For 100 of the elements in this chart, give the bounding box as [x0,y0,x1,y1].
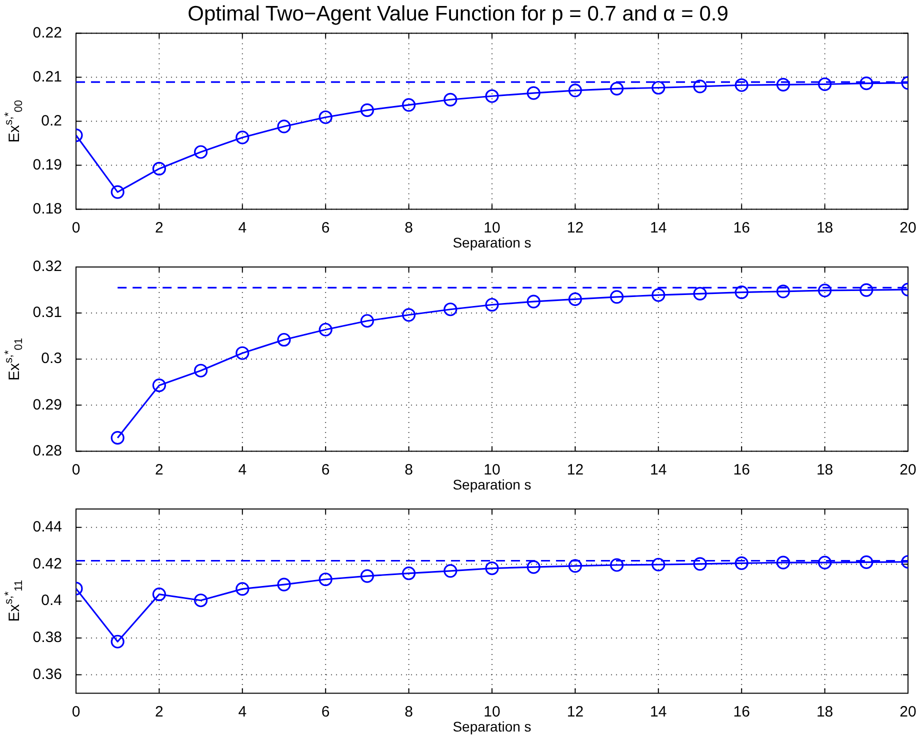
point [568,292,582,306]
point [610,82,624,96]
y-tick-label: 0.4 [41,592,62,610]
point [652,80,666,95]
y-tick-label: 0.36 [32,666,62,683]
x-tick-label: 14 [650,703,667,720]
point [152,162,166,176]
y-tick-label: 0.38 [32,629,62,646]
y-tick-label: 0.29 [32,396,62,414]
x-tick-label: 0 [72,461,80,478]
point [318,572,332,586]
x-tick-label: 2 [155,461,164,478]
x-axis-title: Separation s [452,718,532,734]
x-tick-label: 4 [238,461,247,478]
x-tick-label: 12 [566,219,584,236]
point [444,302,458,316]
point [776,78,790,92]
x-tick-label: 20 [900,219,916,236]
point [194,364,208,378]
x-tick-label: 2 [155,219,164,236]
x-tick-label: 18 [816,219,834,236]
x-axis-title: Separation s [452,476,532,492]
point [818,284,832,298]
point [526,560,540,574]
point [610,290,624,304]
point [236,346,250,360]
x-tick-label: 16 [733,219,750,236]
y-tick-label: 0.22 [32,24,62,42]
x-tick-label: 20 [900,703,916,720]
point [194,594,208,608]
point [277,578,291,592]
point [194,145,208,159]
point [444,92,458,106]
x-tick-label: 14 [650,461,667,478]
point [860,283,874,297]
x-tick-label: 0 [72,703,80,720]
point [734,78,748,92]
point [236,582,250,596]
point [734,556,748,570]
y-tick-label: 0.28 [32,442,62,460]
point [402,308,416,322]
point [860,555,874,570]
point [693,286,707,301]
point [860,76,874,90]
point [318,322,332,336]
point [776,284,790,298]
x-tick-label: 18 [816,461,834,478]
x-tick-label: 8 [404,703,413,720]
y-tick-label: 0.42 [32,555,62,572]
x-tick-label: 12 [566,461,584,478]
point [360,569,374,583]
x-tick-label: 4 [238,703,247,720]
point [568,84,582,98]
point [485,562,499,576]
y-tick-label: 0.3 [41,350,62,368]
point [776,556,790,570]
point [402,566,416,580]
x-tick-label: 16 [733,461,750,478]
y-tick-label: 0.21 [32,68,62,86]
point [610,558,624,572]
x-tick-label: 16 [733,703,750,720]
x-axis-title: Separation s [452,234,532,250]
x-tick-label: 6 [321,219,330,236]
point [402,98,416,112]
x-tick-label: 10 [484,219,500,236]
x-tick-label: 4 [238,219,247,236]
point [444,564,458,578]
point [734,286,748,300]
point [277,120,291,134]
point [236,130,250,144]
point [277,332,291,347]
point [485,298,499,312]
point [485,89,499,103]
x-tick-label: 18 [816,703,834,720]
x-tick-label: 10 [484,703,500,720]
point [110,431,124,445]
point [693,80,707,94]
y-tick-label: 0.18 [32,200,62,218]
x-tick-label: 2 [155,703,164,720]
x-tick-label: 6 [321,703,330,720]
point [526,294,540,308]
chart-title: Optimal Two−Agent Value Function for p = 0.7 and α = 0.9 [188,2,728,26]
point [818,556,832,570]
point [152,378,166,392]
point [526,86,540,100]
y-tick-label: 0.32 [32,258,62,276]
x-tick-label: 14 [650,219,667,236]
point [818,77,832,92]
point [152,587,166,602]
y-tick-label: 0.19 [32,156,62,174]
point [568,559,582,573]
x-tick-label: 6 [321,461,330,478]
x-tick-label: 8 [404,461,413,478]
point [652,288,666,302]
x-tick-label: 20 [900,461,916,478]
x-tick-label: 0 [72,219,80,236]
point [360,103,374,117]
point [360,314,374,328]
x-tick-label: 10 [484,461,500,478]
x-tick-label: 8 [404,219,413,236]
